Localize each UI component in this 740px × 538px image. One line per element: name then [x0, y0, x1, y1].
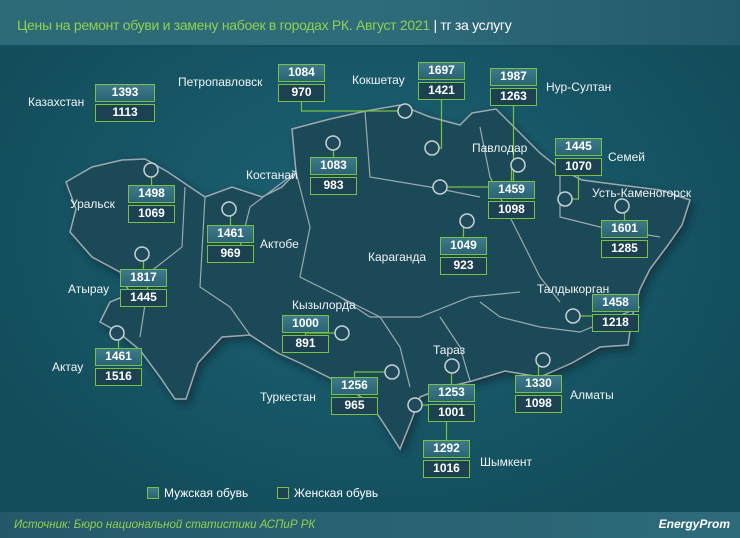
city-label: Нур-Султан: [546, 80, 612, 94]
women-price-box: 1421: [418, 82, 465, 100]
men-price-box: 1459: [488, 181, 535, 199]
city-label: Талдыкорган: [537, 282, 610, 296]
city-label: Туркестан: [260, 390, 316, 404]
men-price-box: 1498: [128, 185, 175, 203]
page-title: Цены на ремонт обуви и замену набоек в г…: [17, 17, 512, 33]
men-price-box: 1253: [428, 384, 475, 402]
city-label: Семей: [608, 150, 645, 164]
women-price-box: 1445: [120, 289, 167, 307]
city-label: Костанай: [246, 168, 298, 182]
city-marker: [397, 103, 413, 119]
city-label: Уральск: [70, 197, 115, 211]
women-price-box: 1016: [423, 460, 470, 478]
title-separator: |: [433, 17, 437, 33]
footer: Источник: Бюро национальной статистики А…: [0, 512, 740, 538]
connector-line: [300, 102, 405, 112]
city-label: Усть-Каменогорск: [592, 186, 692, 200]
women-price-box: 1218: [592, 314, 639, 332]
city-marker: [535, 352, 551, 368]
men-price-box: 1049: [440, 237, 487, 255]
header: Цены на ремонт обуви и замену набоек в г…: [0, 0, 740, 47]
city-marker: [565, 308, 581, 324]
women-price-box: 891: [282, 335, 329, 353]
title-text: Цены на ремонт обуви и замену набоек в г…: [17, 17, 430, 33]
men-price-box: 1987: [490, 68, 537, 86]
women-price-box: 983: [310, 177, 357, 195]
city-label: Петропавловск: [178, 75, 263, 89]
city-label: Кокшетау: [352, 73, 405, 87]
connector-line: [353, 371, 392, 377]
men-price-box: 1601: [601, 220, 648, 238]
legend: Мужская обувь Женская обувь: [147, 485, 378, 500]
legend-men: Мужская обувь: [164, 485, 249, 500]
men-price-box: 1461: [95, 348, 142, 366]
city-label: Алматы: [570, 388, 614, 402]
city-marker: [459, 213, 475, 229]
legend-swatch-women: [276, 486, 289, 499]
logo: EnergyProm: [658, 517, 730, 531]
city-label: Казахстан: [28, 95, 85, 109]
city-label: Кызылорда: [292, 298, 356, 312]
men-price-box: 1256: [331, 377, 378, 395]
city-label: Караганда: [368, 250, 427, 264]
city-label: Тараз: [433, 343, 466, 357]
men-price-box: 1817: [120, 269, 167, 287]
city-label: Актау: [52, 360, 84, 374]
men-price-box: 1393: [95, 84, 155, 102]
city-label: Актобе: [260, 237, 299, 251]
women-price-box: 1263: [490, 88, 537, 106]
women-price-box: 1069: [128, 205, 175, 223]
city-marker: [444, 358, 460, 374]
men-price-box: 1292: [423, 440, 470, 458]
men-price-box: 1458: [592, 294, 639, 312]
city-marker: [134, 246, 150, 262]
women-price-box: 1098: [488, 201, 535, 219]
city-marker: [510, 157, 526, 173]
city-label: Павлодар: [472, 141, 528, 155]
city-marker: [109, 325, 125, 341]
men-price-box: 1697: [418, 62, 465, 80]
source-note: Источник: Бюро национальной статистики А…: [14, 519, 316, 531]
city-marker: [143, 162, 159, 178]
legend-women: Женская обувь: [293, 485, 379, 500]
women-price-box: 1285: [601, 240, 648, 258]
city-marker: [432, 179, 448, 195]
men-price-box: 1330: [515, 375, 562, 393]
city-marker: [334, 325, 350, 341]
women-price-box: 1516: [95, 368, 142, 386]
city-label: Шымкент: [480, 455, 533, 469]
women-price-box: 1001: [428, 404, 475, 422]
women-price-box: 1070: [555, 158, 602, 176]
city-marker: [325, 135, 341, 151]
women-price-box: 969: [207, 245, 254, 263]
men-price-box: 1083: [310, 157, 357, 175]
city-marker: [424, 140, 440, 156]
unit-label: тг за услугу: [440, 17, 512, 33]
women-price-box: 1113: [95, 104, 155, 122]
city-marker: [557, 191, 573, 207]
men-price-box: 1445: [555, 138, 602, 156]
men-price-box: 1461: [207, 225, 254, 243]
women-price-box: 965: [331, 397, 378, 415]
women-price-box: 923: [440, 257, 487, 275]
city-marker: [407, 397, 423, 413]
men-price-box: 1000: [282, 315, 329, 333]
women-price-box: 1098: [515, 395, 562, 413]
city-marker: [384, 364, 400, 380]
men-price-box: 1084: [278, 64, 325, 82]
city-label: Атырау: [68, 282, 110, 296]
legend-swatch-men: [147, 486, 159, 499]
city-marker: [614, 198, 630, 214]
women-price-box: 970: [278, 84, 325, 102]
city-marker: [221, 201, 237, 217]
